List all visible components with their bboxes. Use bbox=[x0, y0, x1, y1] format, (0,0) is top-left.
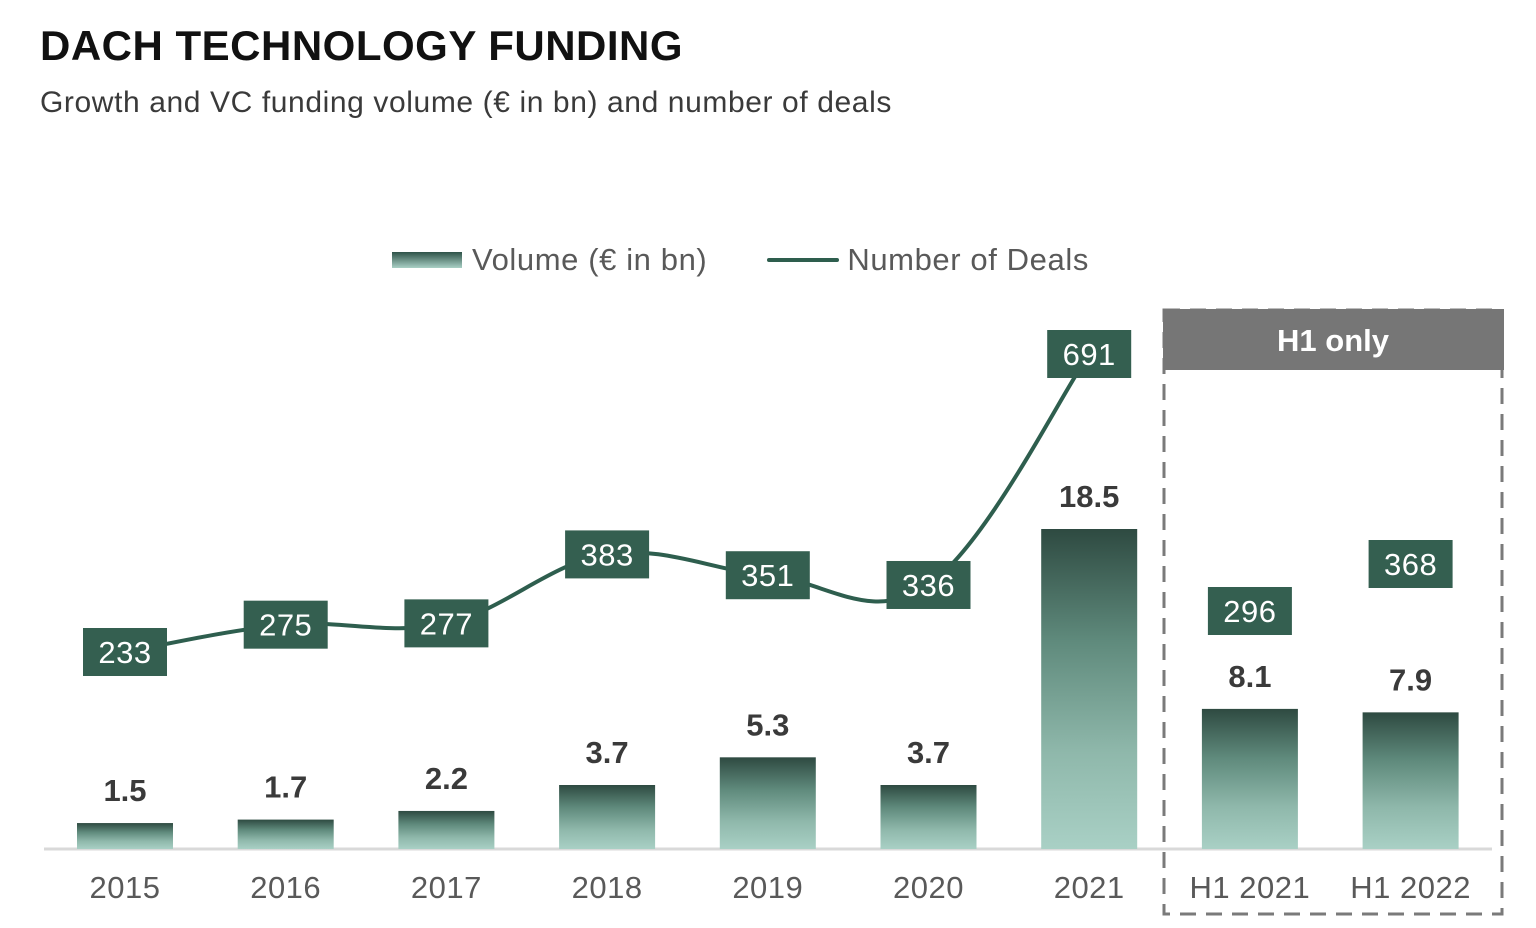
volume-bar bbox=[719, 757, 816, 849]
x-axis-category-label: H1 2021 bbox=[1190, 870, 1311, 905]
deal-count-label: 383 bbox=[580, 537, 633, 572]
x-axis-category-label: 2020 bbox=[893, 870, 964, 905]
x-axis-category-label: 2019 bbox=[732, 870, 803, 905]
x-axis-category-label: 2017 bbox=[411, 870, 482, 905]
h1-only-box: H1 only bbox=[1162, 308, 1504, 916]
deal-count-label: 336 bbox=[902, 568, 955, 603]
volume-bar bbox=[559, 785, 656, 849]
deal-count-box: 275 bbox=[243, 600, 328, 649]
volume-bar bbox=[1362, 712, 1459, 849]
deal-count-label: 368 bbox=[1384, 547, 1437, 582]
deal-count-label: 233 bbox=[98, 635, 151, 670]
volume-value-label: 8.1 bbox=[1228, 659, 1271, 694]
deal-count-label: 351 bbox=[741, 558, 794, 593]
volume-bar bbox=[880, 785, 977, 849]
deal-count-label: 277 bbox=[420, 606, 473, 641]
x-axis-category-label: 2015 bbox=[90, 870, 161, 905]
x-axis-category-label: 2018 bbox=[572, 870, 643, 905]
deal-count-box: 383 bbox=[565, 530, 650, 579]
volume-bar bbox=[1201, 708, 1298, 849]
deal-count-label: 275 bbox=[259, 608, 312, 643]
volume-bar bbox=[77, 823, 173, 849]
deal-count-box: 691 bbox=[1047, 330, 1132, 378]
deal-count-box: 233 bbox=[83, 628, 167, 676]
deal-count-box: 336 bbox=[886, 560, 971, 609]
volume-value-label: 1.7 bbox=[264, 770, 307, 805]
deal-count-box: 296 bbox=[1207, 587, 1292, 635]
volume-bar bbox=[237, 819, 334, 849]
deal-count-label: 691 bbox=[1063, 337, 1116, 372]
volume-value-label: 5.3 bbox=[746, 707, 789, 742]
volume-bar bbox=[398, 810, 495, 849]
x-axis-category-label: 2016 bbox=[250, 870, 321, 905]
volume-value-label: 3.7 bbox=[586, 735, 629, 770]
deal-count-box: 351 bbox=[725, 551, 810, 600]
legend-volume-swatch-icon bbox=[392, 252, 462, 268]
legend-deals-label: Number of Deals bbox=[847, 242, 1089, 277]
deal-count-box: 368 bbox=[1368, 540, 1453, 588]
deal-count-box: 277 bbox=[404, 599, 489, 648]
x-axis-category-label: 2021 bbox=[1054, 870, 1125, 905]
volume-value-label: 1.5 bbox=[103, 773, 146, 808]
legend: Volume (€ in bn) Number of Deals bbox=[392, 240, 1089, 280]
legend-volume-label: Volume (€ in bn) bbox=[472, 242, 708, 277]
volume-bars: 1.5 1.7 2.2 3.7 5.3 3.7 18.5 8.1 7.9 bbox=[77, 479, 1459, 849]
volume-value-label: 7.9 bbox=[1389, 662, 1432, 697]
x-axis-labels: 2015 2016 2017 2018 2019 2020 2021 H1 2021 H1 20… bbox=[90, 870, 1471, 905]
volume-value-label: 3.7 bbox=[907, 735, 950, 770]
volume-value-label: 18.5 bbox=[1059, 479, 1119, 514]
deal-labels: 233 275 277 383 351 336 691 296 368 bbox=[83, 330, 1453, 676]
chart-title: DACH TECHNOLOGY FUNDING bbox=[40, 22, 684, 69]
h1-header-band bbox=[1163, 309, 1504, 370]
h1-header-label: H1 only bbox=[1277, 323, 1390, 358]
volume-value-label: 2.2 bbox=[425, 761, 468, 796]
deal-count-label: 296 bbox=[1223, 594, 1276, 629]
volume-bar bbox=[1041, 529, 1138, 849]
x-axis-category-label: H1 2022 bbox=[1350, 870, 1471, 905]
chart-subtitle: Growth and VC funding volume (€ in bn) a… bbox=[40, 86, 892, 119]
legend-deals-line-icon bbox=[767, 258, 840, 262]
